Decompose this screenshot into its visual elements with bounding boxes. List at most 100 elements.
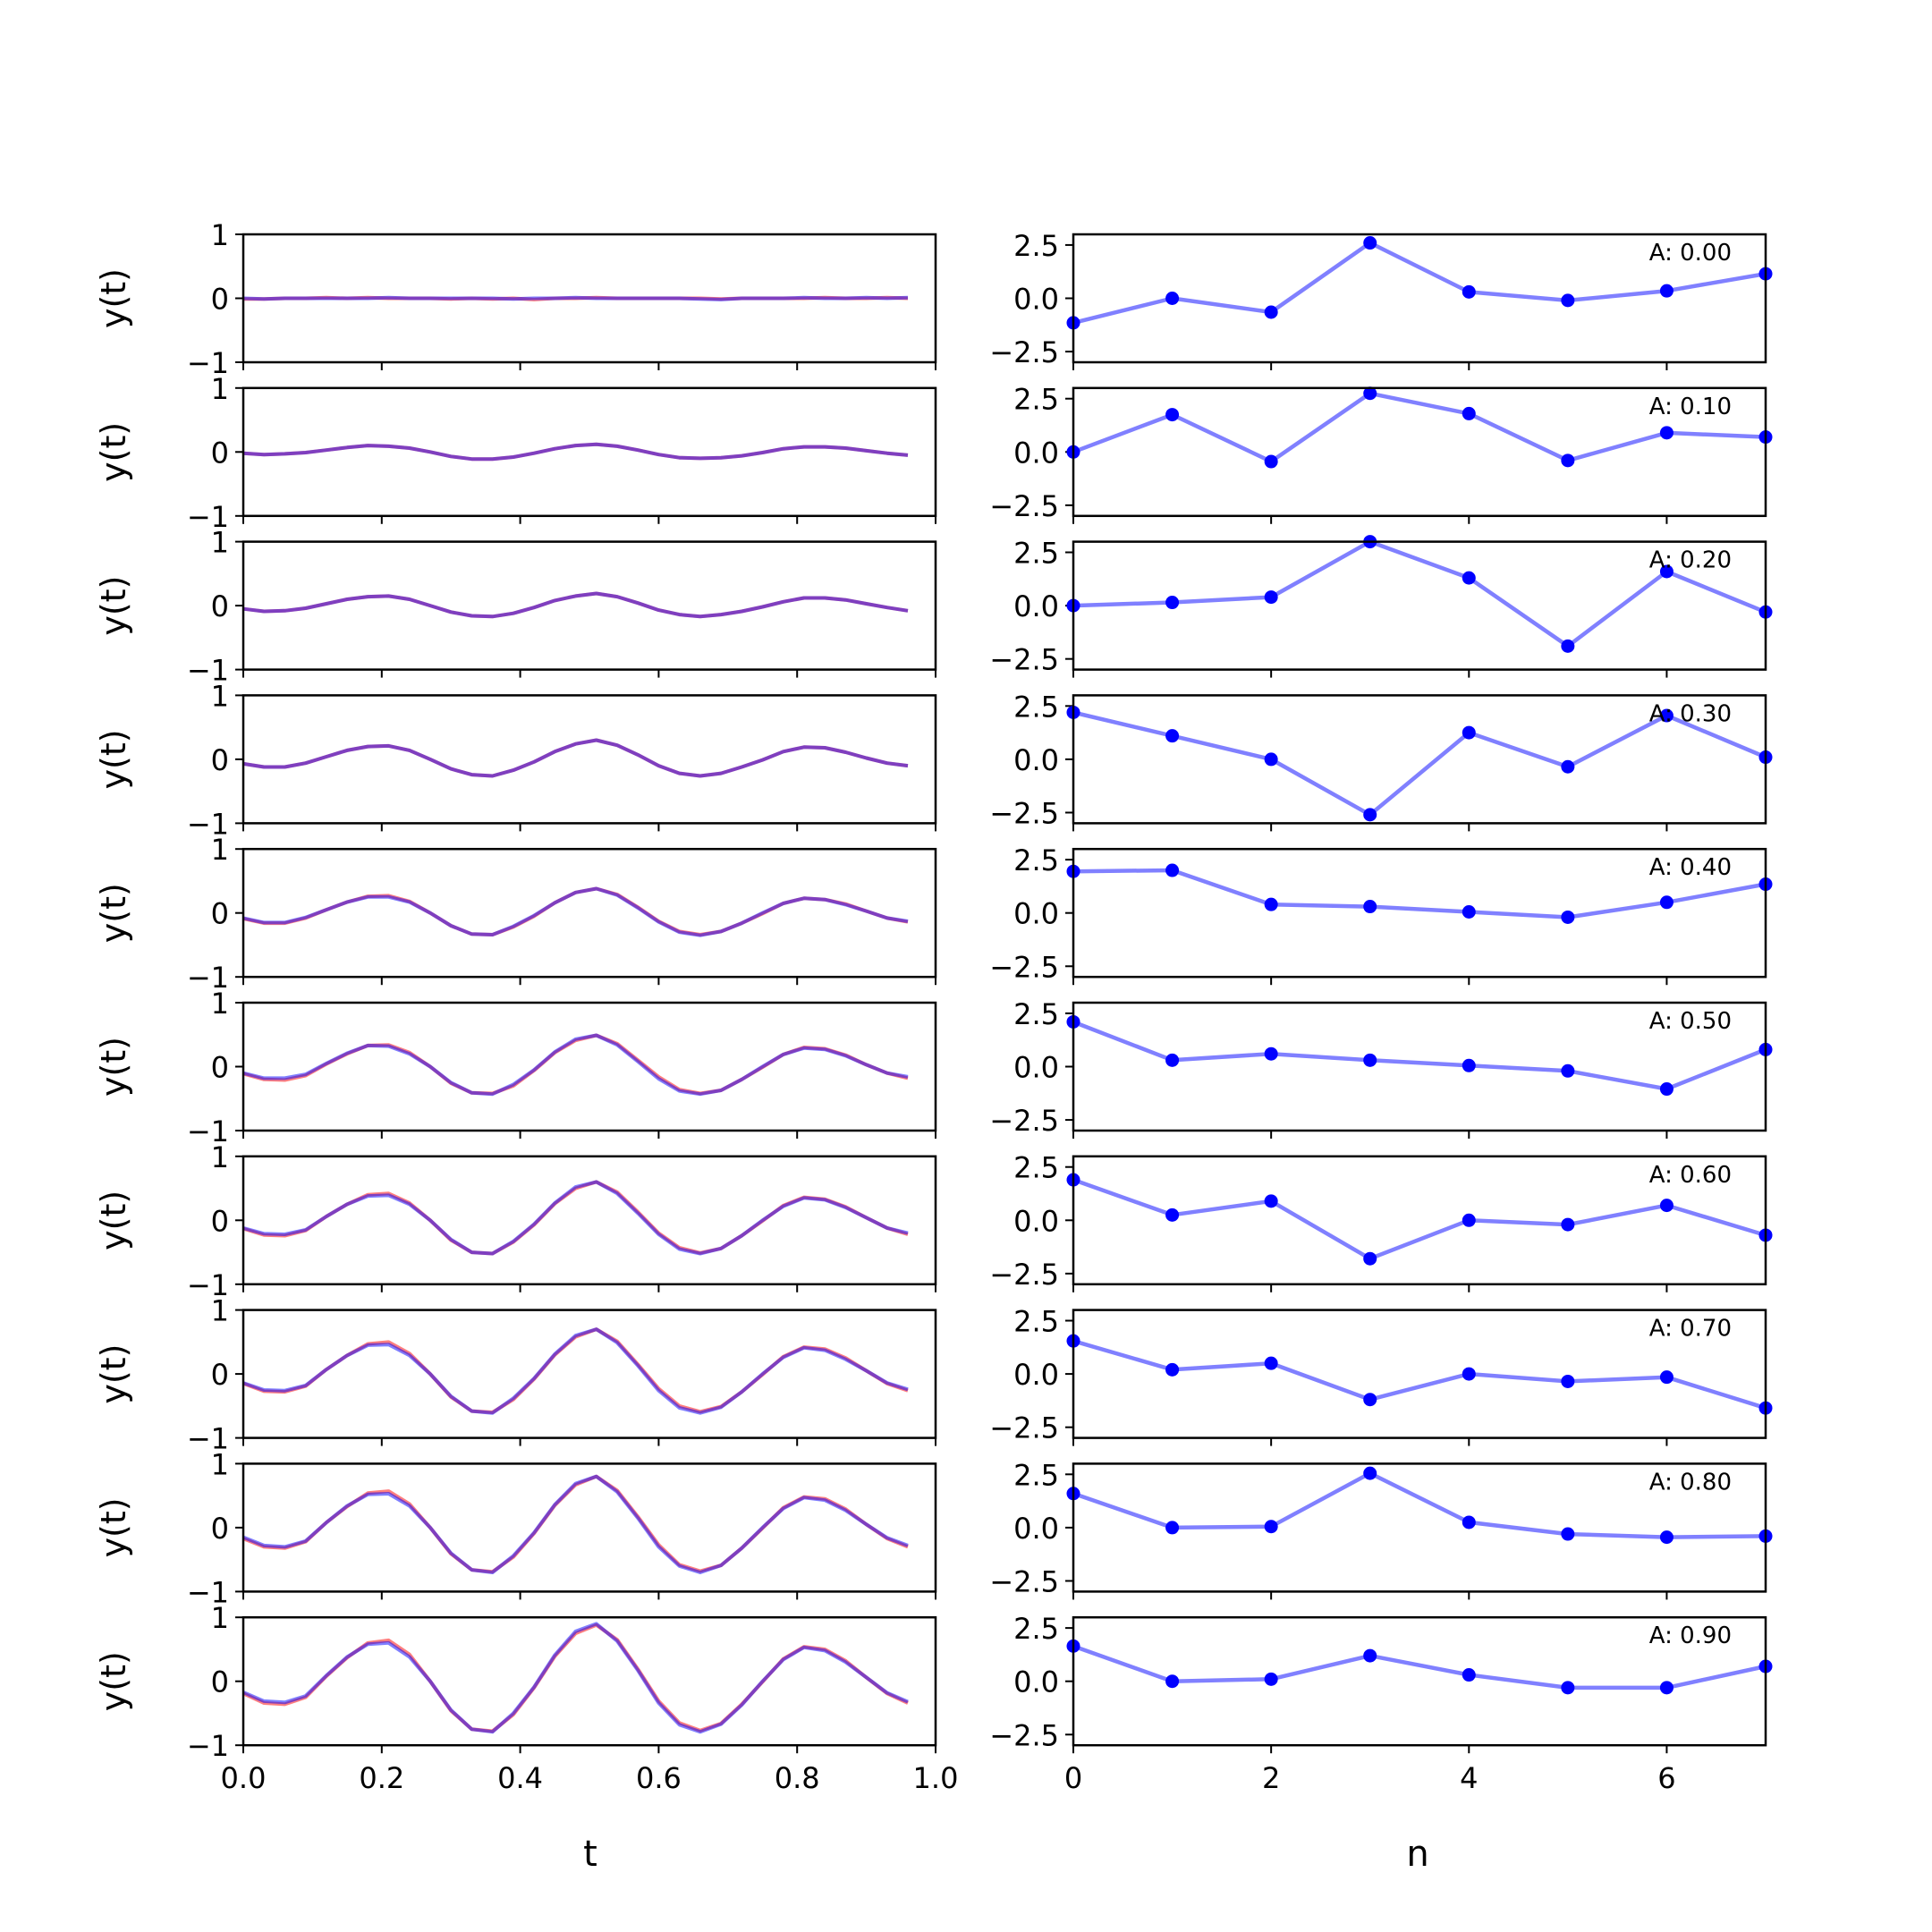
axes-frame: [242, 540, 937, 671]
sequence-point: [1363, 1053, 1377, 1067]
sequence-point: [1363, 900, 1377, 914]
y-tick-label: 0.0: [1013, 1512, 1059, 1546]
sequence-point: [1561, 1681, 1575, 1695]
left-subplot: −1 0 1 y(t): [94, 526, 937, 688]
sequence-point: [1462, 1668, 1476, 1682]
right-subplot: 2.5 0.0 −2.5 A: 0.40: [989, 843, 1773, 986]
axes-frame: [242, 1155, 937, 1286]
sequence-point: [1561, 293, 1575, 308]
axes-frame: [1072, 233, 1767, 364]
sequence-point: [1264, 752, 1278, 767]
y-tick-label: 2.5: [1013, 229, 1059, 263]
sequence-point: [1165, 1674, 1180, 1689]
y-tick-label: 0: [211, 1665, 229, 1699]
y-axis-label: y(t): [94, 1344, 133, 1404]
y-tick-label: 2.5: [1013, 1151, 1059, 1185]
y-tick-label: 0: [211, 897, 229, 931]
sequence-point: [1561, 1374, 1575, 1388]
y-axis-label: y(t): [94, 1037, 133, 1097]
y-tick-label: −1: [187, 1729, 229, 1763]
y-tick-label: 0.0: [1013, 1665, 1059, 1699]
y-tick-label: 0: [211, 743, 229, 777]
left-subplot: −1 0 1 y(t): [94, 679, 937, 841]
signal-line: [242, 442, 909, 462]
y-tick-label: 0.0: [1013, 1051, 1059, 1085]
sequence-point: [1363, 1648, 1377, 1663]
signal-line: [242, 591, 909, 619]
y-tick-label: −1: [187, 500, 229, 534]
sequence-point: [1659, 426, 1674, 440]
axes-frame: [1072, 1615, 1767, 1747]
y-tick-label: −2.5: [989, 643, 1059, 677]
y-tick-label: −2.5: [989, 1718, 1059, 1752]
axes-frame: [1072, 1155, 1767, 1286]
amplitude-annotation: A: 0.40: [1649, 854, 1732, 881]
sequence-point: [1165, 729, 1180, 743]
sequence-point: [1165, 292, 1180, 305]
sequence-point: [1659, 1082, 1674, 1097]
axes-frame: [242, 386, 937, 518]
sequence-point: [1264, 897, 1278, 911]
signal-line: [242, 1033, 909, 1097]
sequence-point: [1462, 905, 1476, 919]
y-tick-label: 0.0: [1013, 1204, 1059, 1238]
axes-frame: [242, 1309, 937, 1439]
sequence-line: [1072, 1177, 1767, 1261]
y-tick-label: −1: [187, 1575, 229, 1609]
y-tick-label: 2.5: [1013, 383, 1059, 417]
y-tick-label: 0: [211, 1358, 229, 1392]
y-tick-label: 1: [211, 987, 229, 1021]
sequence-point: [1659, 564, 1674, 579]
sequence-point: [1561, 1527, 1575, 1541]
y-tick-label: 0: [211, 1512, 229, 1546]
x-tick-label: 0.0: [221, 1761, 267, 1795]
sequence-point: [1363, 1466, 1377, 1480]
sequence-point: [1264, 1356, 1278, 1370]
y-tick-label: 0: [211, 283, 229, 317]
y-tick-label: −2.5: [989, 335, 1059, 369]
sequence-point: [1264, 305, 1278, 319]
y-tick-label: 2.5: [1013, 843, 1059, 877]
x-tick-label: 0.6: [636, 1761, 682, 1795]
axes-frame: [1072, 1462, 1767, 1593]
y-axis-label: y(t): [94, 268, 133, 328]
sequence-point: [1561, 1063, 1575, 1078]
x-tick-label: 1.0: [913, 1761, 959, 1795]
sequence-point: [1462, 406, 1476, 420]
sequence-point: [1264, 1194, 1278, 1208]
signal-line: [242, 1622, 909, 1734]
sequence-point: [1462, 1213, 1476, 1227]
sequence-point: [1165, 596, 1180, 610]
y-axis-label: y(t): [94, 422, 133, 482]
left-subplot: −1 0 1 y(t): [94, 833, 937, 995]
right-subplot: 2.5 0.0 −2.5 A: 0.30: [989, 690, 1773, 832]
y-tick-label: 1: [211, 1140, 229, 1174]
sequence-point: [1561, 639, 1575, 653]
axes-frame: [242, 233, 937, 364]
y-tick-label: 1: [211, 833, 229, 867]
signal-line: [242, 1180, 909, 1256]
x-tick-label: 6: [1657, 1761, 1675, 1795]
y-tick-label: 2.5: [1013, 537, 1059, 571]
y-tick-label: 1: [211, 372, 229, 406]
right-subplot: 2.5 0.0 −2.5 A: 0.00: [989, 229, 1773, 370]
right-subplot: 2.5 0.0 −2.5 A: 0.10: [989, 383, 1773, 524]
right-subplot: 2.5 0.0 −2.5 A: 0.60: [989, 1151, 1773, 1292]
y-tick-label: 0.0: [1013, 589, 1059, 623]
right-subplot: 2.5 0.0 −2.5 A: 0.70: [989, 1305, 1773, 1446]
sequence-line: [1072, 1644, 1767, 1690]
sequence-line: [1072, 391, 1767, 464]
sequence-point: [1659, 1199, 1674, 1213]
axes-frame: [242, 1462, 937, 1593]
y-tick-label: −2.5: [989, 796, 1059, 830]
sequence-point: [1165, 1521, 1180, 1535]
signal-line: [242, 295, 909, 301]
sequence-point: [1363, 1251, 1377, 1266]
amplitude-annotation: A: 0.70: [1649, 1316, 1732, 1343]
signal-line: [242, 1474, 909, 1574]
y-tick-label: 2.5: [1013, 1305, 1059, 1339]
sequence-line: [1072, 1470, 1767, 1539]
